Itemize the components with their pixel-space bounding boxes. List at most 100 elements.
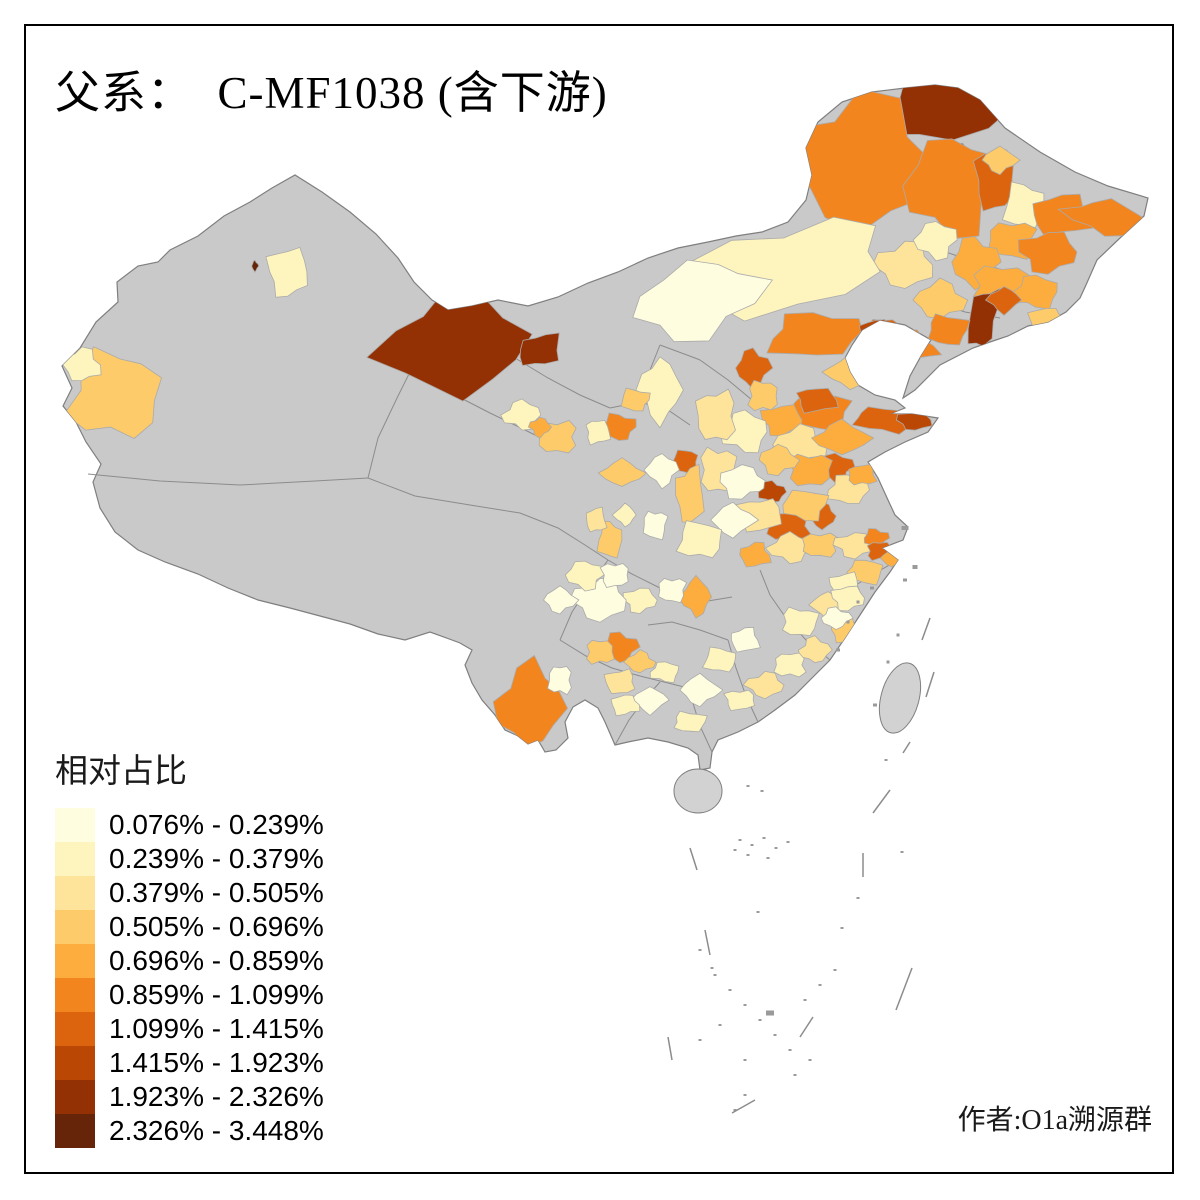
map-region	[585, 506, 608, 533]
small-island	[873, 703, 877, 707]
map-title: 父系： C-MF1038 (含下游)	[55, 68, 608, 118]
map-region	[251, 259, 260, 273]
legend-item: 0.696% - 0.859%	[55, 944, 324, 978]
map-region	[658, 578, 688, 604]
small-island	[856, 600, 860, 604]
small-island	[766, 857, 770, 859]
legend-item: 1.923% - 2.326%	[55, 1080, 324, 1114]
legend-range-label: 1.099% - 1.415%	[109, 1013, 324, 1044]
map-region	[542, 585, 580, 615]
small-island	[836, 648, 840, 652]
map-region	[764, 531, 813, 565]
island-chain-mark	[902, 741, 911, 754]
legend-color-swatch	[55, 1046, 95, 1080]
small-island	[900, 851, 904, 853]
map-region	[719, 464, 768, 500]
province-border-line	[699, 359, 753, 401]
small-island	[803, 999, 807, 1001]
legend-color-swatch	[55, 1080, 95, 1114]
legend-range-label: 0.379% - 0.505%	[109, 877, 324, 908]
map-region	[766, 312, 863, 356]
map-region	[781, 606, 820, 637]
map-region	[519, 332, 560, 366]
legend-range-label: 0.239% - 0.379%	[109, 843, 324, 874]
small-island	[818, 984, 822, 986]
legend-color-swatch	[55, 808, 95, 842]
map-region	[810, 418, 875, 456]
small-island	[710, 967, 714, 969]
province-border-line	[87, 473, 369, 486]
small-island	[896, 633, 900, 637]
legend-range-label: 2.326% - 3.448%	[109, 1115, 324, 1146]
small-island	[774, 847, 778, 849]
island-chain-mark	[921, 617, 931, 641]
legend-item: 0.239% - 0.379%	[55, 842, 324, 876]
island-chain-mark	[925, 671, 935, 698]
small-island	[698, 1039, 702, 1041]
map-region	[1017, 231, 1078, 275]
map-region	[1001, 181, 1045, 229]
small-island	[766, 1010, 774, 1016]
small-island	[760, 790, 764, 792]
map-region	[611, 502, 637, 528]
small-island	[718, 1024, 722, 1026]
small-island	[773, 1034, 777, 1036]
legend-items: 0.076% - 0.239% 0.239% - 0.379% 0.379% - 0…	[55, 808, 324, 1148]
legend-range-label: 0.505% - 0.696%	[109, 911, 324, 942]
legend: 相对占比 0.076% - 0.239% 0.239% - 0.379% 0.379…	[55, 744, 324, 1148]
map-region	[795, 387, 839, 414]
small-island	[912, 565, 918, 569]
map-region	[710, 501, 760, 539]
map-region	[701, 646, 737, 673]
map-region	[758, 443, 801, 477]
map-region	[596, 520, 623, 559]
map-region	[586, 639, 615, 665]
small-island	[762, 837, 766, 839]
legend-range-label: 0.859% - 1.099%	[109, 979, 324, 1010]
map-region	[739, 541, 772, 568]
map-region	[723, 689, 755, 712]
map-region	[674, 463, 705, 523]
legend-color-swatch	[55, 876, 95, 910]
legend-range-label: 1.415% - 1.923%	[109, 1047, 324, 1078]
legend-item: 0.076% - 0.239%	[55, 808, 324, 842]
small-island	[750, 844, 754, 846]
hainan-island	[673, 768, 723, 814]
map-region	[747, 379, 778, 412]
map-region	[635, 356, 684, 429]
island-chain-mark	[895, 967, 913, 1011]
island-chain-mark	[799, 1016, 814, 1038]
map-region	[757, 480, 787, 503]
island-chain-mark	[704, 929, 711, 956]
province-border-line	[367, 477, 609, 561]
small-island	[884, 759, 888, 761]
legend-item: 0.379% - 0.505%	[55, 876, 324, 910]
small-island	[733, 849, 737, 851]
map-region	[981, 145, 1021, 176]
islands-layer	[667, 526, 935, 1114]
legend-item: 1.099% - 1.415%	[55, 1012, 324, 1046]
map-region	[643, 453, 680, 490]
small-island	[743, 1059, 747, 1061]
map-region	[610, 694, 641, 717]
map-region	[797, 635, 833, 664]
legend-range-label: 0.076% - 0.239%	[109, 809, 324, 840]
map-region	[802, 532, 839, 558]
small-island	[788, 1049, 792, 1051]
legend-color-swatch	[55, 1114, 95, 1148]
legend-color-swatch	[55, 910, 95, 944]
map-region	[547, 666, 572, 696]
map-region	[984, 286, 1023, 316]
map-region	[787, 453, 833, 487]
legend-color-swatch	[55, 978, 95, 1012]
small-island	[903, 578, 907, 582]
small-island	[870, 586, 874, 590]
small-island	[756, 911, 760, 913]
map-region	[912, 277, 969, 320]
map-region	[675, 520, 723, 559]
legend-color-swatch	[55, 944, 95, 978]
map-region	[679, 672, 724, 708]
island-chain-mark	[689, 847, 698, 871]
map-region	[597, 457, 647, 487]
